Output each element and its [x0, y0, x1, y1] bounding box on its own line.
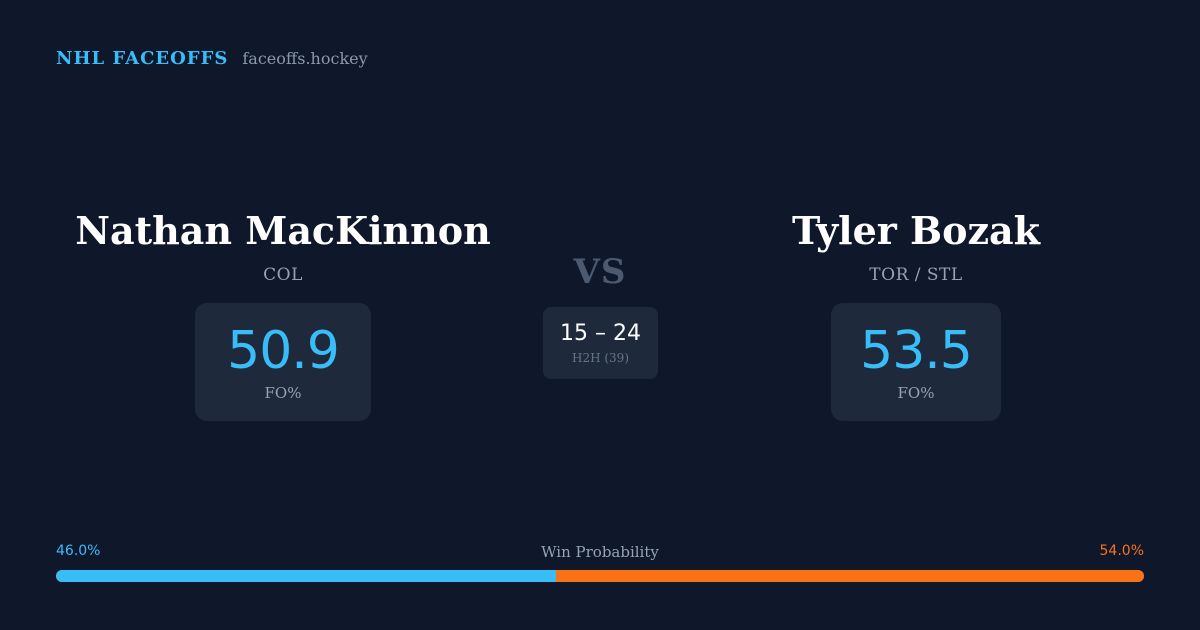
player-right-name: Tyler Bozak: [791, 208, 1041, 253]
brand-domain[interactable]: faceoffs.hockey: [242, 49, 368, 68]
h2h-score: 15 – 24: [560, 321, 641, 346]
player-left-fo-value: 50.9: [227, 321, 340, 381]
win-probability-right-fill: [556, 570, 1144, 582]
player-right-fo-value: 53.5: [860, 321, 973, 381]
win-probability-left-label: 46.0%: [56, 543, 101, 559]
player-right: Tyler Bozak TOR / STL 53.5 FO%: [716, 205, 1116, 421]
vs-label: VS: [573, 252, 627, 292]
player-right-team: TOR / STL: [869, 265, 963, 285]
player-left: Nathan MacKinnon COL 50.9 FO%: [75, 205, 491, 421]
win-probability-right-label: 54.0%: [1099, 543, 1144, 559]
player-right-fo-label: FO%: [897, 384, 935, 402]
brand-header: NHL FACEOFFS faceoffs.hockey: [56, 48, 368, 69]
win-probability-left-fill: [56, 570, 557, 582]
win-probability-title: Win Probability: [541, 543, 659, 561]
h2h-card: 15 – 24 H2H (39): [543, 307, 658, 379]
player-left-stat-card: 50.9 FO%: [195, 303, 371, 421]
player-left-fo-label: FO%: [264, 384, 302, 402]
brand-title[interactable]: NHL FACEOFFS: [56, 48, 229, 69]
player-left-name: Nathan MacKinnon: [75, 208, 491, 253]
win-probability-bar: [56, 570, 1144, 582]
h2h-label: H2H (39): [571, 351, 629, 365]
player-right-stat-card: 53.5 FO%: [831, 303, 1001, 421]
win-probability-header: 46.0% Win Probability 54.0%: [56, 543, 1144, 563]
player-left-team: COL: [263, 265, 303, 285]
